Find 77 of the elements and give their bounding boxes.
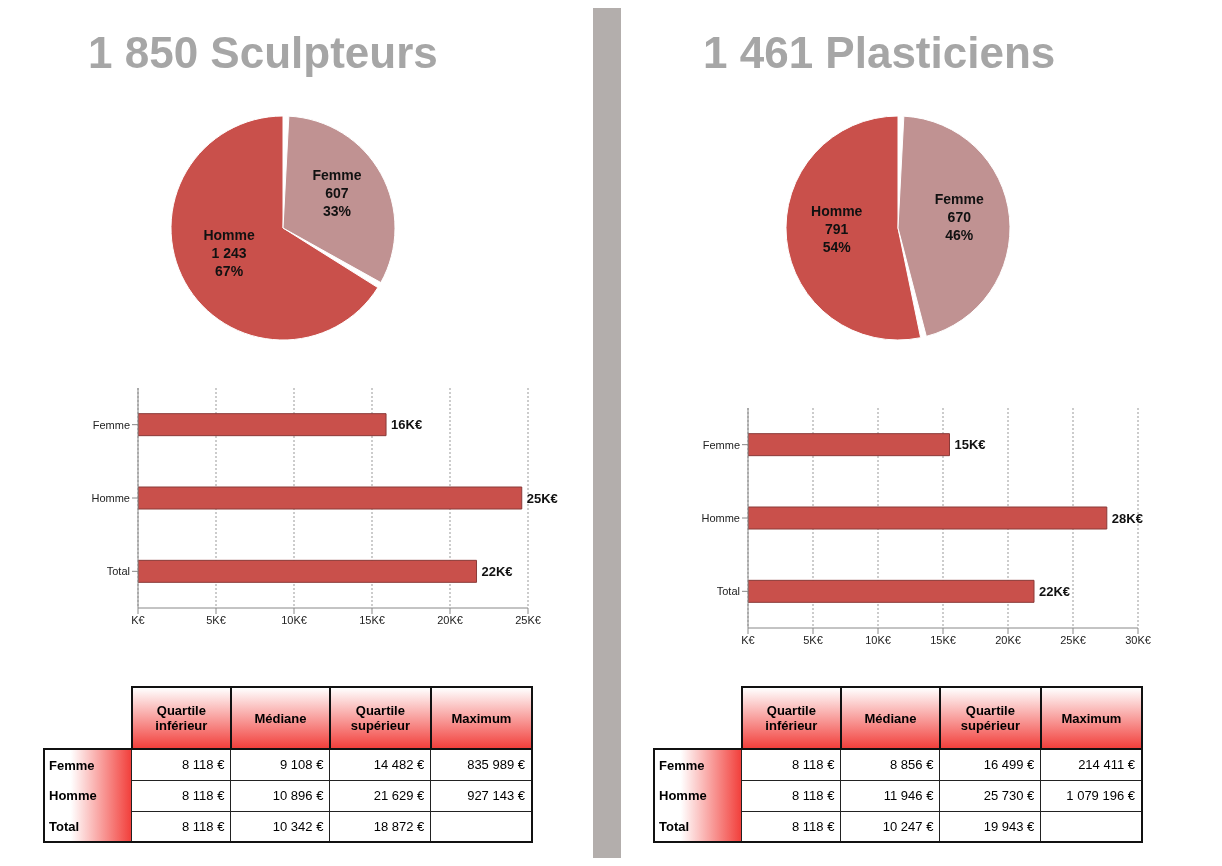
- text: 927 143 €: [467, 788, 525, 803]
- category-label: Maximum: [430, 687, 532, 749]
- x-tick-label: 10K€: [281, 613, 307, 626]
- data-label: 607 33%: [322, 185, 352, 220]
- data-label: 791 54%: [822, 221, 852, 256]
- x-tick-label: 20K€: [437, 613, 463, 626]
- slice-label: Homme: [811, 203, 863, 220]
- slice-label: Femme: [934, 190, 984, 207]
- category-label: Homme: [659, 788, 707, 803]
- x-tick-label: 20K€: [995, 633, 1021, 646]
- x-tick-label: K€: [131, 613, 145, 626]
- bar: [748, 579, 1035, 603]
- text: 214 411 €: [1078, 757, 1135, 773]
- text: 8 118 €: [791, 818, 835, 834]
- data-label: 16K€: [391, 417, 423, 433]
- category-label: Femme: [49, 757, 95, 773]
- text: 8 118 €: [181, 757, 225, 773]
- bar: [748, 506, 1108, 530]
- y-tick-label: Homme: [91, 491, 130, 504]
- slice-label: Femme: [312, 167, 362, 184]
- text: 1 079 196 €: [1066, 788, 1135, 803]
- text: 8 118 €: [791, 757, 835, 773]
- text: 835 989 €: [467, 757, 525, 773]
- text: 8 118 €: [791, 788, 835, 803]
- text: 14 482 €: [373, 757, 425, 773]
- text: 18 872 €: [373, 818, 425, 834]
- x-tick-label: 5K€: [803, 633, 823, 646]
- x-tick-label: 25K€: [1060, 633, 1086, 646]
- text: 19 943 €: [983, 818, 1035, 834]
- x-tick-label: K€: [741, 633, 755, 646]
- y-tick-label: Total: [106, 565, 130, 578]
- x-tick-label: 30K€: [1125, 633, 1151, 646]
- x-tick-label: 15K€: [930, 633, 956, 646]
- text: 8 856 €: [890, 757, 934, 773]
- text: 21 629 €: [373, 788, 425, 803]
- bar: [138, 413, 387, 437]
- category-label: Femme: [659, 757, 705, 773]
- x-tick-label: 15K€: [359, 613, 385, 626]
- category-label: Homme: [49, 788, 97, 803]
- category-label: Quartile inférieur: [131, 687, 231, 749]
- bar: [138, 559, 478, 583]
- category-label: Total: [659, 818, 690, 834]
- data-label: 28K€: [1111, 510, 1143, 526]
- text: 11 946 €: [883, 788, 934, 803]
- y-tick-label: Homme: [701, 511, 740, 524]
- text: 8 118 €: [181, 788, 225, 803]
- data-label: 1 243 67%: [211, 244, 247, 279]
- category-label: Quartile inférieur: [741, 687, 841, 749]
- slice-label: Homme: [203, 226, 255, 243]
- chart-title: 1 461 Plasticiens: [703, 28, 1056, 78]
- text: 25 730 €: [983, 788, 1035, 803]
- text: 9 108 €: [280, 757, 324, 773]
- data-label: 22K€: [481, 563, 513, 579]
- data-label: 22K€: [1039, 583, 1071, 599]
- category-label: Total: [49, 818, 80, 834]
- category-label: Maximum: [1040, 687, 1142, 749]
- text: 10 342 €: [272, 818, 324, 834]
- chart-title: 1 850 Sculpteurs: [88, 28, 438, 78]
- category-label: Quartile supérieur: [329, 687, 431, 749]
- text: 10 896 €: [272, 788, 324, 803]
- text: 8 118 €: [181, 818, 225, 834]
- x-tick-label: 25K€: [515, 613, 541, 626]
- x-tick-label: 5K€: [206, 613, 226, 626]
- text: 10 247 €: [882, 818, 934, 834]
- y-tick-label: Total: [716, 585, 740, 598]
- y-tick-label: Femme: [702, 438, 740, 451]
- bar: [138, 486, 523, 510]
- text: 16 499 €: [983, 757, 1035, 773]
- category-label: Médiane: [840, 687, 940, 749]
- y-tick-label: Femme: [92, 418, 130, 431]
- x-tick-label: 10K€: [865, 633, 891, 646]
- data-label: 15K€: [954, 437, 986, 453]
- data-label: 25K€: [526, 490, 558, 506]
- bar: [748, 433, 950, 457]
- category-label: Médiane: [230, 687, 330, 749]
- category-label: Quartile supérieur: [939, 687, 1041, 749]
- data-label: 670 46%: [945, 208, 974, 243]
